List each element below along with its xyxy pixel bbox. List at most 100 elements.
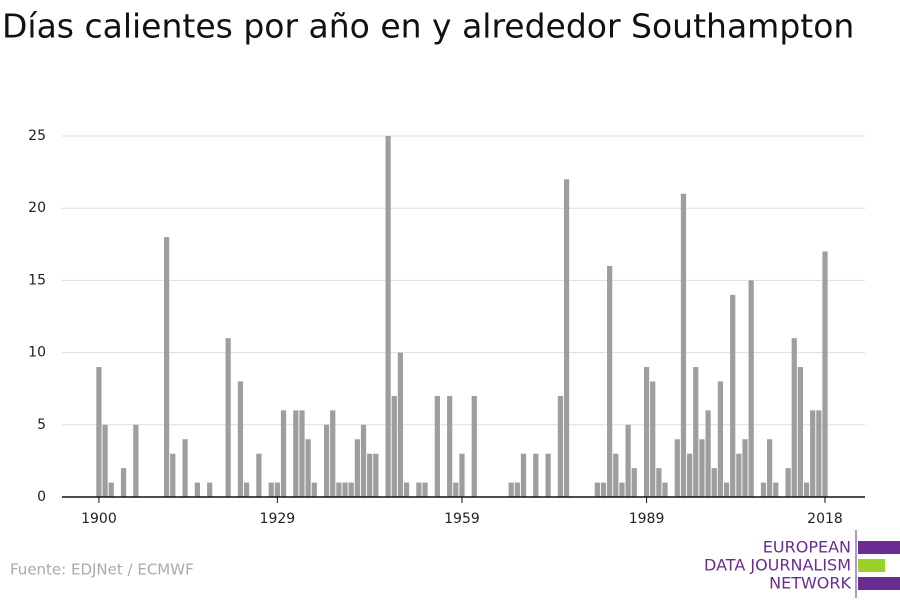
bar <box>674 439 680 497</box>
bar <box>791 338 797 497</box>
logo-text: NETWORK <box>769 574 851 593</box>
bar <box>237 381 244 497</box>
bar <box>533 453 539 497</box>
bar <box>348 482 354 497</box>
bar <box>514 482 520 497</box>
bar <box>397 352 404 497</box>
bar <box>447 395 453 497</box>
bar <box>453 482 459 497</box>
bar <box>613 453 619 497</box>
bar <box>391 395 397 497</box>
y-tick-label: 20 <box>28 200 46 216</box>
bar <box>730 294 736 497</box>
bar <box>163 237 170 497</box>
bar <box>773 482 779 497</box>
bar <box>810 410 816 497</box>
bar <box>736 453 742 497</box>
bar <box>600 482 607 497</box>
bar <box>323 424 330 497</box>
bar <box>102 424 108 497</box>
bar <box>385 136 391 497</box>
bar <box>360 424 367 497</box>
bar <box>705 410 711 497</box>
bar <box>643 367 650 497</box>
bar <box>403 482 410 497</box>
bar <box>471 395 477 497</box>
bar <box>342 482 348 497</box>
bar <box>625 424 631 497</box>
bar <box>687 453 693 497</box>
bar <box>693 367 699 497</box>
bar <box>373 453 379 497</box>
bar <box>545 453 551 497</box>
bar <box>656 468 662 497</box>
bar <box>699 439 705 497</box>
bar <box>256 453 262 497</box>
bar <box>822 251 828 497</box>
bar <box>760 482 767 497</box>
bar <box>680 193 687 497</box>
bar <box>742 439 748 497</box>
bar <box>311 482 317 497</box>
bar <box>434 395 440 497</box>
bar <box>170 453 176 497</box>
x-tick-label: 1900 <box>81 511 117 527</box>
bar <box>723 482 730 497</box>
bar <box>422 482 428 497</box>
bar <box>293 410 299 497</box>
bar <box>299 410 305 497</box>
x-tick-label: 2018 <box>807 511 843 527</box>
bar <box>207 482 213 497</box>
bar <box>280 410 287 497</box>
y-tick-label: 10 <box>28 345 46 361</box>
bar <box>785 468 791 497</box>
bar <box>182 439 188 497</box>
logo-bar <box>858 559 885 572</box>
x-tick-label: 1959 <box>444 511 480 527</box>
bar <box>354 439 360 497</box>
bar <box>816 410 822 497</box>
logo-text: EUROPEAN <box>763 538 851 557</box>
bar <box>243 482 250 497</box>
bar <box>459 453 465 497</box>
bar <box>711 468 717 497</box>
logo-bar <box>858 541 900 554</box>
bar <box>717 381 724 497</box>
bar <box>268 482 274 497</box>
bar <box>797 367 804 497</box>
bar <box>305 439 311 497</box>
bar <box>336 482 342 497</box>
x-tick-label: 1929 <box>260 511 296 527</box>
bar <box>274 482 280 497</box>
bar <box>520 453 527 497</box>
y-tick-label: 15 <box>28 272 46 288</box>
bar <box>662 482 668 497</box>
logo: EUROPEAN DATA JOURNALISM NETWORK <box>704 530 900 598</box>
bar <box>96 367 102 497</box>
y-tick-label: 5 <box>37 417 46 433</box>
y-tick-label: 25 <box>28 128 46 144</box>
bar <box>563 179 570 497</box>
bar <box>594 482 600 497</box>
bar <box>803 482 810 497</box>
bar <box>194 482 200 497</box>
bar <box>557 395 564 497</box>
logo-text: DATA JOURNALISM <box>704 556 851 575</box>
bar <box>631 468 637 497</box>
bar <box>133 424 139 497</box>
bar <box>416 482 422 497</box>
x-tick-label: 1989 <box>629 511 665 527</box>
y-tick-label: 0 <box>37 489 46 505</box>
bar <box>619 482 625 497</box>
bar <box>330 410 336 497</box>
bar <box>120 468 127 497</box>
logo-bar <box>858 577 900 590</box>
bar <box>367 453 373 497</box>
bar <box>748 280 754 497</box>
chart-title: Días calientes por año en y alrededor So… <box>2 7 854 46</box>
source: Fuente: EDJNet / ECMWF <box>10 561 194 579</box>
bar <box>767 439 773 497</box>
bar <box>607 265 613 497</box>
bar <box>650 381 656 497</box>
